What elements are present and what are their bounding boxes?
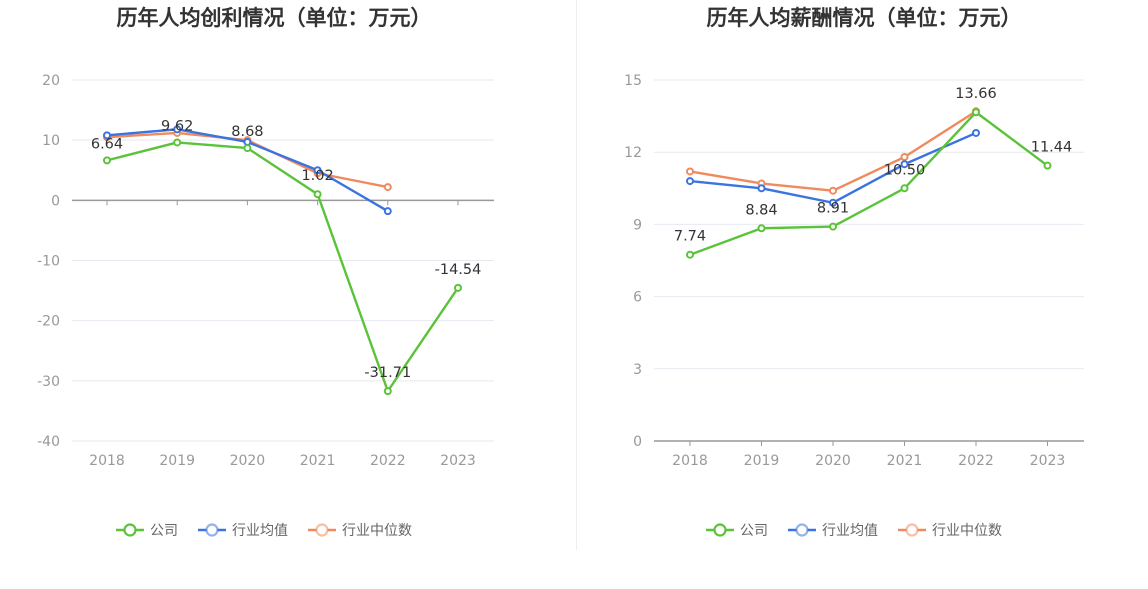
y-tick-label: -30: [37, 374, 60, 390]
x-tick-label: 2018: [672, 453, 708, 469]
legend-marker-icon: [795, 523, 809, 537]
data-point[interactable]: [900, 153, 909, 162]
legend-marker-icon: [123, 523, 137, 537]
series-line: [689, 111, 1049, 256]
y-tick-label: 3: [633, 362, 642, 378]
chart-2: 历年人均薪酬情况（单位：万元） 15 12 9 6 3 0 2018 2019 2020 2021 2…: [624, 6, 1084, 539]
y-tick-label: 9: [633, 217, 642, 233]
x-tick-label: 2023: [440, 453, 476, 469]
data-label: 11.44: [1031, 140, 1073, 156]
legend-label: 行业均值: [232, 523, 288, 539]
data-point[interactable]: [383, 207, 392, 216]
data-point[interactable]: [686, 250, 694, 259]
data-point[interactable]: [686, 177, 694, 186]
data-label: 8.84: [745, 202, 777, 218]
data-point[interactable]: [383, 183, 392, 192]
data-point[interactable]: [313, 166, 322, 175]
data-point[interactable]: [313, 190, 322, 199]
x-tick-label: 2021: [300, 453, 336, 469]
data-point[interactable]: [972, 108, 980, 117]
legend-label: 行业中位数: [932, 523, 1002, 539]
x-tick-label: 2023: [1030, 453, 1066, 469]
legend-label: 公司: [740, 523, 768, 539]
data-point[interactable]: [829, 198, 837, 207]
series-line: [106, 141, 459, 393]
x-tick-label: 2019: [744, 453, 780, 469]
data-point[interactable]: [454, 283, 462, 292]
legend-item[interactable]: 行业中位数: [898, 523, 1002, 539]
legend-marker-icon: [315, 523, 329, 537]
data-label: 13.66: [955, 86, 997, 102]
data-label: 8.68: [231, 124, 263, 140]
x-tick-label: 2020: [815, 453, 851, 469]
y-tick-label: -40: [37, 434, 60, 450]
chart-title: 历年人均创利情况（单位：万元）: [117, 6, 432, 30]
y-tick-label: 0: [633, 434, 642, 450]
data-point[interactable]: [173, 125, 182, 134]
data-label: 8.91: [817, 201, 849, 217]
legend-marker-icon: [713, 523, 727, 537]
y-tick-label: 0: [51, 193, 60, 209]
data-label: 6.64: [91, 136, 123, 152]
chart-divider: [576, 0, 577, 550]
data-point[interactable]: [1043, 161, 1052, 170]
data-point[interactable]: [829, 186, 837, 195]
x-tick-label: 2019: [159, 453, 195, 469]
data-label: 9.62: [161, 118, 193, 134]
chart-title: 历年人均薪酬情况（单位：万元）: [707, 6, 1022, 30]
y-tick-label: 6: [633, 290, 642, 306]
x-tick-label: 2018: [89, 453, 125, 469]
chart-1: 历年人均创利情况（单位：万元） 20 10 0 -10 -20 -30 -40 2018 2019…: [37, 6, 494, 539]
data-label: -31.71: [364, 365, 411, 381]
y-tick-label: 20: [42, 73, 60, 89]
legend-marker-icon: [205, 523, 219, 537]
data-label: 10.50: [884, 162, 926, 178]
data-label: 1.02: [301, 168, 333, 184]
data-point[interactable]: [103, 156, 111, 165]
y-tick-label: -20: [37, 314, 60, 330]
data-point[interactable]: [383, 387, 392, 396]
legend-label: 公司: [150, 523, 178, 539]
x-tick-label: 2021: [887, 453, 923, 469]
data-point[interactable]: [900, 160, 909, 169]
x-tick-label: 2020: [230, 453, 266, 469]
x-tick-label: 2022: [370, 453, 406, 469]
legend-item[interactable]: 行业均值: [198, 523, 288, 539]
y-tick-label: 10: [42, 133, 60, 149]
y-tick-label: 12: [624, 145, 642, 161]
data-point[interactable]: [900, 184, 909, 193]
legend-marker-icon: [905, 523, 919, 537]
x-tick-label: 2022: [958, 453, 994, 469]
data-label: -14.54: [435, 262, 482, 278]
legend-item[interactable]: 行业均值: [788, 523, 878, 539]
legend-item[interactable]: 公司: [706, 523, 768, 539]
data-point[interactable]: [972, 128, 980, 137]
data-point[interactable]: [686, 167, 694, 176]
data-point[interactable]: [829, 222, 837, 231]
data-point[interactable]: [243, 144, 252, 153]
legend-item[interactable]: 行业中位数: [308, 523, 412, 539]
y-tick-label: -10: [37, 254, 60, 270]
data-label: 7.74: [674, 229, 706, 245]
data-point[interactable]: [103, 131, 111, 140]
legend-label: 行业均值: [822, 523, 878, 539]
legend-label: 行业中位数: [342, 523, 412, 539]
data-point[interactable]: [757, 184, 766, 193]
legend-item[interactable]: 公司: [116, 523, 178, 539]
data-point[interactable]: [173, 138, 182, 147]
y-tick-label: 15: [624, 73, 642, 89]
data-point[interactable]: [757, 224, 766, 233]
